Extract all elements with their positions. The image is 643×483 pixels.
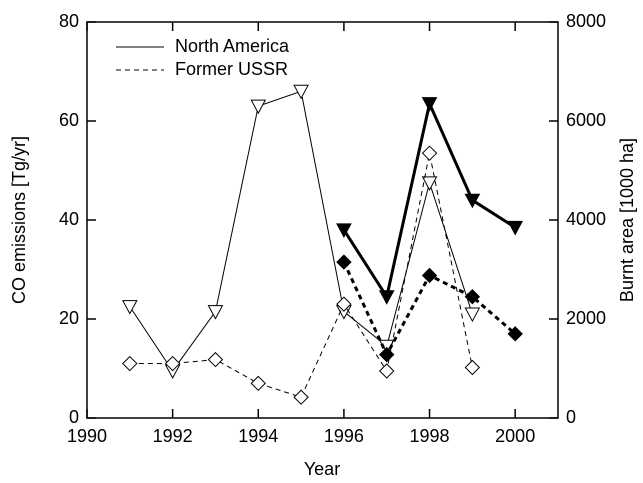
x-axis-label: Year bbox=[304, 459, 340, 479]
y-tick-label: 80 bbox=[59, 11, 79, 31]
y-tick-label: 40 bbox=[59, 209, 79, 229]
y2-tick-label: 2000 bbox=[566, 308, 606, 328]
y2-tick-label: 4000 bbox=[566, 209, 606, 229]
x-tick-label: 1992 bbox=[153, 426, 193, 446]
marker bbox=[464, 359, 481, 376]
legend-label: Former USSR bbox=[175, 59, 288, 79]
marker bbox=[378, 290, 395, 305]
marker bbox=[464, 289, 481, 305]
marker bbox=[421, 267, 438, 284]
series-line bbox=[129, 153, 473, 398]
marker bbox=[121, 300, 138, 315]
y2-tick-label: 8000 bbox=[566, 11, 606, 31]
marker bbox=[293, 84, 309, 100]
x-tick-label: 1994 bbox=[238, 426, 278, 446]
y2-axis-label: Burnt area [1000 ha] bbox=[617, 138, 637, 302]
marker bbox=[293, 389, 309, 405]
marker bbox=[207, 305, 224, 320]
marker bbox=[250, 375, 266, 392]
marker bbox=[421, 176, 438, 191]
y-tick-label: 60 bbox=[59, 110, 79, 130]
marker bbox=[250, 99, 267, 115]
marker bbox=[464, 307, 481, 323]
marker bbox=[336, 296, 352, 312]
plot-frame bbox=[86, 21, 559, 419]
marker bbox=[507, 326, 523, 342]
marker bbox=[207, 351, 224, 368]
x-tick-label: 2000 bbox=[495, 426, 535, 446]
legend-label: North America bbox=[175, 36, 290, 56]
y2-tick-label: 0 bbox=[566, 407, 576, 427]
marker bbox=[336, 254, 352, 270]
marker bbox=[464, 193, 481, 209]
x-tick-label: 1990 bbox=[67, 426, 107, 446]
marker bbox=[379, 363, 395, 379]
marker bbox=[421, 97, 438, 112]
marker bbox=[122, 355, 138, 372]
y-tick-label: 20 bbox=[59, 308, 79, 328]
marker bbox=[164, 355, 181, 372]
y-tick-label: 0 bbox=[69, 407, 79, 427]
marker bbox=[507, 220, 524, 236]
marker bbox=[421, 145, 438, 161]
series-line bbox=[129, 90, 473, 372]
y2-tick-label: 6000 bbox=[566, 110, 606, 130]
x-tick-label: 1998 bbox=[410, 426, 450, 446]
y-axis-label: CO emissions [Tg/yr] bbox=[9, 136, 29, 304]
x-tick-label: 1996 bbox=[324, 426, 364, 446]
marker bbox=[336, 223, 352, 238]
marker bbox=[379, 346, 395, 363]
